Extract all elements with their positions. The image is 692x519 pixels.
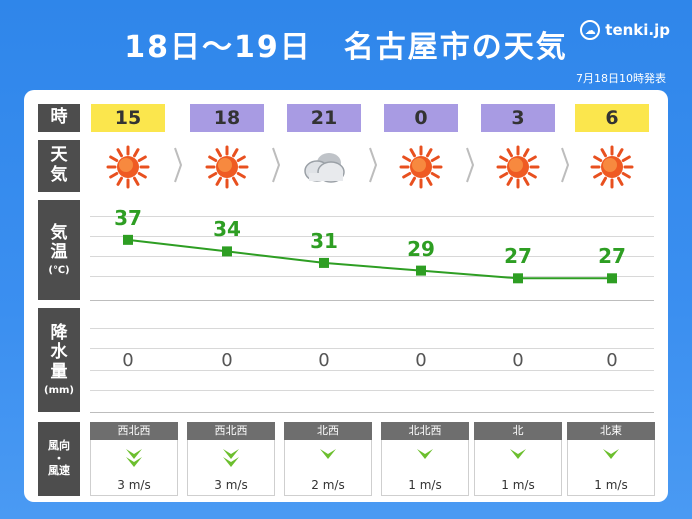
wind-arrow-icon <box>410 444 440 474</box>
sun-icon <box>192 142 262 192</box>
wind-cell: 3 m/s <box>90 440 178 496</box>
wind-cell: 3 m/s <box>187 440 275 496</box>
precipitation-value: 0 <box>512 350 524 371</box>
label-wind-1: 風向 <box>48 439 70 453</box>
wind-speed: 1 m/s <box>408 478 442 492</box>
temperature-point <box>319 257 329 268</box>
row-label-precipitation: 降 水 量 (mm) <box>38 308 80 412</box>
hour-cell: 6 <box>575 104 649 132</box>
wind-cell: 2 m/s <box>284 440 372 496</box>
label-time-text: 時 <box>50 107 68 128</box>
sun-icon <box>93 142 163 192</box>
wind-speed: 3 m/s <box>214 478 248 492</box>
hour-cell: 3 <box>481 104 555 132</box>
rain-gridline <box>90 348 654 349</box>
label-wind-3: 風速 <box>48 464 70 478</box>
temperature-value: 31 <box>310 228 338 253</box>
row-label-temperature: 気 温 (℃) <box>38 200 80 300</box>
temperature-point <box>222 246 232 257</box>
wind-direction: 西北西 <box>187 422 275 440</box>
precipitation-value: 0 <box>415 350 427 371</box>
sun-icon <box>483 142 553 192</box>
page-title: 18日～19日 名古屋市の天気 <box>124 30 568 65</box>
chevron-right-icon <box>271 140 281 190</box>
temperature-point <box>513 273 523 284</box>
wind-direction: 北東 <box>567 422 655 440</box>
hour-cell: 15 <box>91 104 165 132</box>
label-rain-2: 水 <box>50 342 68 363</box>
tenki-logo: ☁ tenki.jp <box>580 20 670 40</box>
section-divider <box>90 412 654 413</box>
label-rain-1: 降 <box>50 322 68 343</box>
section-divider <box>90 300 654 301</box>
wind-direction: 北西 <box>284 422 372 440</box>
label-temp-unit: (℃) <box>48 264 70 276</box>
wind-speed: 1 m/s <box>501 478 535 492</box>
wind-cell: 1 m/s <box>567 440 655 496</box>
hour-cell: 0 <box>384 104 458 132</box>
wind-arrow-icon <box>216 444 246 474</box>
temp-gridline <box>90 236 654 237</box>
wind-arrow-icon <box>313 444 343 474</box>
label-rain-3: 量 <box>50 362 68 383</box>
wind-direction: 北 <box>474 422 562 440</box>
temp-gridline <box>90 256 654 257</box>
hour-cell: 21 <box>287 104 361 132</box>
rain-gridline <box>90 328 654 329</box>
wind-cell: 1 m/s <box>381 440 469 496</box>
forecast-panel: 時 天 気 気 温 (℃) 降 水 量 (mm) 風向 ・ 風速 15 0 西北西 3… <box>24 90 668 502</box>
wind-cell: 1 m/s <box>474 440 562 496</box>
sun-icon <box>386 142 456 192</box>
precipitation-value: 0 <box>606 350 618 371</box>
label-weather-2: 気 <box>50 165 68 185</box>
cloud-icon <box>289 142 359 192</box>
precipitation-value: 0 <box>318 350 330 371</box>
temp-gridline <box>90 276 654 277</box>
chevron-right-icon <box>173 140 183 190</box>
wind-direction: 西北西 <box>90 422 178 440</box>
row-label-weather: 天 気 <box>38 140 80 192</box>
chevron-right-icon <box>368 140 378 190</box>
logo-text: tenki.jp <box>605 21 670 39</box>
sun-icon <box>577 142 647 192</box>
tenki-logo-icon: ☁ <box>580 20 601 40</box>
temperature-value: 27 <box>598 244 626 269</box>
hour-cell: 18 <box>190 104 264 132</box>
rain-gridline <box>90 370 654 371</box>
wind-arrow-icon <box>503 444 533 474</box>
wind-direction: 北北西 <box>381 422 469 440</box>
temperature-value: 37 <box>114 205 142 230</box>
rain-gridline <box>90 390 654 391</box>
temperature-point <box>607 273 617 284</box>
row-label-time: 時 <box>38 104 80 132</box>
label-rain-unit: (mm) <box>44 384 74 396</box>
temperature-value: 29 <box>407 236 435 261</box>
wind-arrow-icon <box>596 444 626 474</box>
label-temp-1: 気 <box>50 222 68 243</box>
label-weather-1: 天 <box>50 145 68 166</box>
temperature-value: 27 <box>504 244 532 269</box>
precipitation-value: 0 <box>221 350 233 371</box>
wind-speed: 1 m/s <box>594 478 628 492</box>
row-label-wind: 風向 ・ 風速 <box>38 422 80 496</box>
label-wind-2: ・ <box>53 451 65 465</box>
wind-arrow-icon <box>119 444 149 474</box>
wind-speed: 2 m/s <box>311 478 345 492</box>
precipitation-value: 0 <box>122 350 134 371</box>
label-temp-2: 温 <box>50 242 68 263</box>
chevron-right-icon <box>465 140 475 190</box>
temperature-value: 34 <box>213 217 241 242</box>
wind-speed: 3 m/s <box>117 478 151 492</box>
chevron-right-icon <box>560 140 570 190</box>
issued-time: 7月18日10時発表 <box>576 72 666 85</box>
temp-gridline <box>90 216 654 217</box>
temperature-point <box>416 265 426 276</box>
